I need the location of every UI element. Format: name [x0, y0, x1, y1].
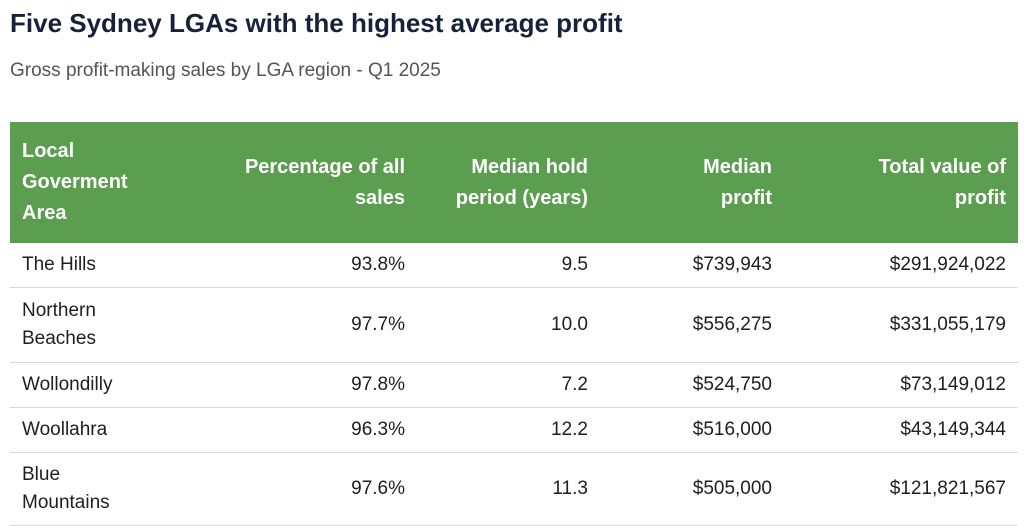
data-table: Local Goverment Area Percentage of all sa… — [10, 122, 1018, 526]
cell: $331,055,179 — [784, 287, 1018, 363]
cell-text: $291,924,022 — [889, 254, 1006, 275]
table-row: Wollondilly 97.8% 7.2 $524,750 $73,149,012 — [10, 362, 1018, 408]
cell-text: The Hills — [22, 254, 96, 275]
table-head: Local Goverment Area Percentage of all sa… — [10, 122, 1018, 243]
cell: 97.7% — [132, 287, 417, 363]
cell: 96.3% — [132, 407, 417, 453]
table-row: Blue Mountains 97.6% 11.3 $505,000 $121,821,… — [10, 452, 1018, 526]
page-body: Five Sydney LGAs with the highest averag… — [10, 8, 1018, 526]
column-header: Local Goverment Area — [10, 122, 132, 243]
column-header: Median hold period (years) — [417, 122, 600, 243]
table-row: Northern Beaches 97.7% 10.0 $556,275 $331,05… — [10, 287, 1018, 363]
cell-text: 96.3% — [351, 419, 405, 440]
cell: $43,149,344 — [784, 407, 1018, 453]
cell: $739,943 — [600, 243, 784, 288]
cell-text: $331,055,179 — [889, 314, 1006, 335]
cell: $73,149,012 — [784, 362, 1018, 408]
cell: 9.5 — [417, 243, 600, 288]
column-header: Total value of profit — [784, 122, 1018, 243]
row-label: Woollahra — [10, 407, 132, 453]
column-header-text: Percentage of all sales — [244, 155, 405, 209]
cell-text: $516,000 — [692, 419, 772, 440]
cell: $291,924,022 — [784, 243, 1018, 288]
cell-text: Wollondilly — [22, 374, 113, 395]
cell-text: $556,275 — [692, 314, 772, 335]
cell: $516,000 — [600, 407, 784, 453]
cell-text: Northern Beaches — [22, 300, 96, 349]
cell-text: 10.0 — [551, 314, 588, 335]
cell: 12.2 — [417, 407, 600, 453]
cell: $524,750 — [600, 362, 784, 408]
row-label: Northern Beaches — [10, 287, 132, 363]
cell-text: 12.2 — [551, 419, 588, 440]
cell: 7.2 — [417, 362, 600, 408]
cell: 93.8% — [132, 243, 417, 288]
cell-text: 93.8% — [351, 254, 405, 275]
cell-text: $524,750 — [692, 374, 772, 395]
page: {"header": {"title": "Five Sydney LGAs w… — [10, 8, 1018, 526]
cell-text: $505,000 — [692, 478, 772, 499]
cell: 11.3 — [417, 452, 600, 526]
table-body: The Hills 93.8% 9.5 $739,943 $291,924,022 Nor… — [10, 243, 1018, 526]
column-header-text: Median hold period (years) — [455, 155, 588, 209]
column-header: Median profit — [600, 122, 784, 243]
cell: $556,275 — [600, 287, 784, 363]
row-label: Wollondilly — [10, 362, 132, 408]
subtitle: Gross profit-making sales by LGA region … — [10, 60, 441, 81]
title: Five Sydney LGAs with the highest averag… — [10, 8, 623, 38]
column-header-text: Median profit — [703, 155, 772, 209]
cell-text: $73,149,012 — [900, 374, 1006, 395]
cell: 97.6% — [132, 452, 417, 526]
cell-text: 11.3 — [552, 478, 588, 499]
cell-text: 97.7% — [351, 314, 405, 335]
cell: 10.0 — [417, 287, 600, 363]
table-row: The Hills 93.8% 9.5 $739,943 $291,924,022 — [10, 243, 1018, 288]
row-label: Blue Mountains — [10, 452, 132, 526]
column-header-text: Local Goverment Area — [22, 140, 128, 224]
column-header: Percentage of all sales — [132, 122, 417, 243]
table-row: Woollahra 96.3% 12.2 $516,000 $43,149,344 — [10, 407, 1018, 453]
cell-text: 97.6% — [351, 478, 405, 499]
cell-text: 9.5 — [561, 254, 588, 275]
cell-text: $739,943 — [692, 254, 772, 275]
row-label: The Hills — [10, 243, 132, 288]
cell-text: Blue Mountains — [22, 464, 110, 513]
cell-text: 7.2 — [561, 374, 588, 395]
cell: $505,000 — [600, 452, 784, 526]
cell-text: Woollahra — [22, 419, 108, 440]
cell: 97.8% — [132, 362, 417, 408]
cell: $121,821,567 — [784, 452, 1018, 526]
header-row: Local Goverment Area Percentage of all sa… — [10, 122, 1018, 243]
cell-text: $43,149,344 — [900, 419, 1006, 440]
cell-text: 97.8% — [351, 374, 405, 395]
cell-text: $121,821,567 — [889, 478, 1006, 499]
column-header-text: Total value of profit — [878, 155, 1006, 209]
